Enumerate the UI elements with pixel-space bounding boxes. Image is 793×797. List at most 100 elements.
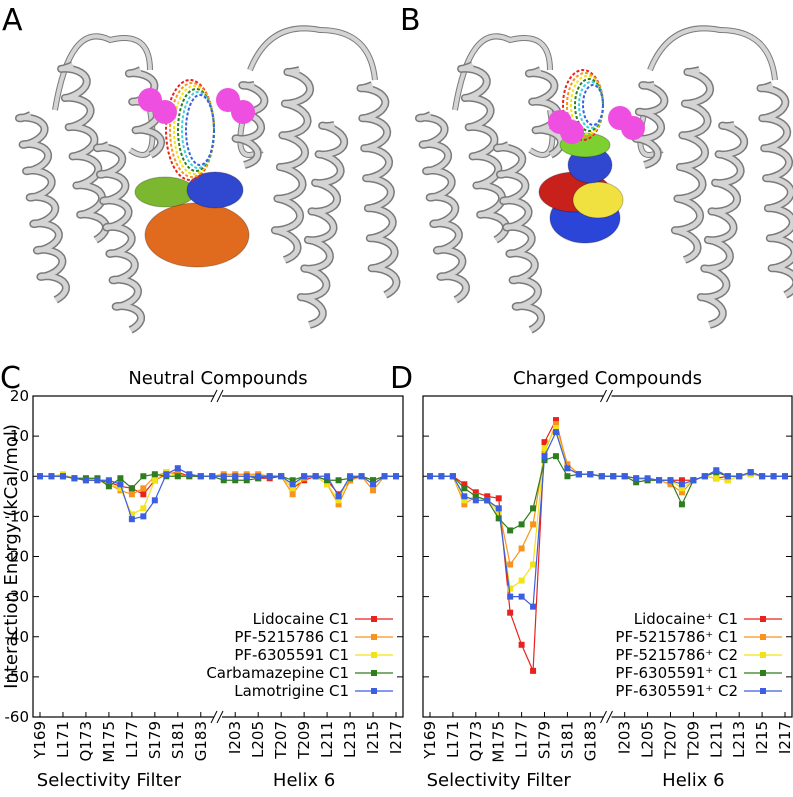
group-label: Helix 6 xyxy=(662,770,724,791)
data-point xyxy=(82,477,89,484)
y-tick-label: 20 xyxy=(10,387,29,405)
legend-marker xyxy=(760,634,766,640)
data-point xyxy=(461,481,468,488)
data-point xyxy=(507,609,514,616)
data-point xyxy=(220,473,227,480)
data-point xyxy=(255,473,262,480)
data-point xyxy=(117,485,124,492)
data-point xyxy=(289,481,296,488)
x-tick-label: I203 xyxy=(226,721,244,754)
x-tick-label: L211 xyxy=(318,721,336,758)
data-point xyxy=(140,505,147,512)
data-point xyxy=(552,421,559,428)
data-point xyxy=(151,471,158,478)
legend-label: PF-5215786⁺ C2 xyxy=(615,646,738,664)
x-tick-label: L171 xyxy=(444,721,462,758)
data-point xyxy=(128,511,135,518)
data-point xyxy=(37,473,43,480)
protein-helix xyxy=(458,62,509,243)
x-tick-label: S181 xyxy=(169,721,187,759)
x-tick-label: G183 xyxy=(192,721,210,761)
data-point xyxy=(266,473,273,480)
data-point xyxy=(518,521,525,528)
y-tick-label: -60 xyxy=(5,708,30,726)
data-point xyxy=(678,489,685,496)
data-point xyxy=(232,473,239,480)
protein-helix xyxy=(633,82,667,168)
protein-helix xyxy=(58,62,109,243)
x-tick-label: Y169 xyxy=(31,721,49,760)
data-point xyxy=(174,473,181,480)
data-point xyxy=(278,473,285,480)
x-tick-label: T209 xyxy=(684,721,702,760)
axis-break-gap xyxy=(603,394,612,398)
data-point xyxy=(243,477,250,484)
data-point xyxy=(701,473,708,480)
data-point xyxy=(552,417,559,424)
ligand-cluster xyxy=(572,181,624,219)
x-tick-label: Y169 xyxy=(421,721,439,760)
protein-helix xyxy=(358,82,399,298)
group-label: Selectivity Filter xyxy=(37,770,182,791)
data-point xyxy=(335,501,342,508)
legend-marker xyxy=(371,688,377,694)
legend-label: PF-5215786 C1 xyxy=(234,628,349,646)
data-point xyxy=(564,465,571,472)
x-tick-label: Q173 xyxy=(467,721,485,761)
data-point xyxy=(530,561,537,568)
ligand-cluster xyxy=(144,202,250,268)
axis-break xyxy=(606,710,613,724)
data-point xyxy=(530,667,537,674)
data-point xyxy=(678,501,685,508)
data-point xyxy=(644,475,651,482)
panel-label: C xyxy=(0,361,21,396)
data-point xyxy=(370,477,377,484)
data-point xyxy=(633,475,640,482)
protein-helix xyxy=(416,112,469,303)
protein-helix xyxy=(758,82,793,298)
y-axis-label: Interaction Energy (kCal/mol) xyxy=(1,424,22,689)
legend-label: Lamotrigine C1 xyxy=(234,682,349,700)
data-point xyxy=(552,429,559,436)
data-point xyxy=(461,497,468,504)
data-point xyxy=(713,475,720,482)
data-point xyxy=(151,477,158,484)
legend-label: PF-6305591 C1 xyxy=(234,646,349,664)
data-point xyxy=(461,485,468,492)
axis-break xyxy=(600,389,607,403)
data-point xyxy=(117,475,124,482)
data-point xyxy=(289,477,296,484)
data-point xyxy=(358,473,365,480)
data-point xyxy=(564,461,571,468)
series-line xyxy=(430,430,785,608)
legend-label: PF-5215786⁺ C1 xyxy=(615,628,738,646)
x-tick-label: L205 xyxy=(639,721,657,758)
data-point xyxy=(530,505,537,512)
data-point xyxy=(552,425,559,432)
data-point xyxy=(564,473,571,480)
data-point xyxy=(140,485,147,492)
legend-marker xyxy=(760,616,766,622)
x-tick-label: S179 xyxy=(146,721,164,759)
data-point xyxy=(472,489,479,496)
data-point xyxy=(140,473,147,480)
loop-shadow xyxy=(247,25,378,81)
y-tick-label: -40 xyxy=(5,628,30,646)
data-point xyxy=(530,521,537,528)
x-tick-label: M175 xyxy=(490,721,508,763)
density-mesh xyxy=(185,94,215,166)
selectivity-residue xyxy=(153,100,177,124)
legend-label: PF-6305591⁺ C1 xyxy=(615,664,738,682)
data-point xyxy=(587,471,594,478)
data-point xyxy=(678,481,685,488)
x-tick-label: I215 xyxy=(753,721,771,754)
data-point xyxy=(461,493,468,500)
axis-break-gap xyxy=(214,394,222,398)
data-point xyxy=(610,473,617,480)
data-point xyxy=(495,495,502,502)
y-tick-label: -10 xyxy=(5,507,30,525)
legend-marker xyxy=(371,652,377,658)
data-point xyxy=(724,473,731,480)
data-point xyxy=(335,497,342,504)
legend-label: Carbamazepine C1 xyxy=(206,664,349,682)
